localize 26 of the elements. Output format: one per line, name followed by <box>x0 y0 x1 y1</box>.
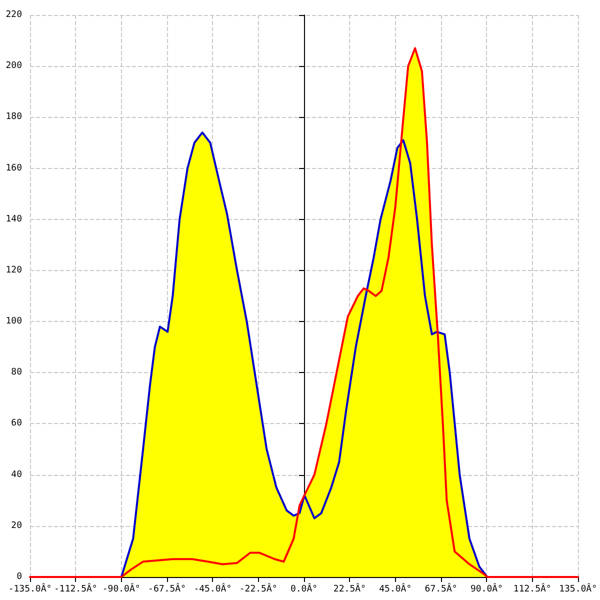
x-tick-label: 90.0Â° <box>470 582 503 594</box>
y-tick-label: 20 <box>11 520 22 531</box>
x-tick-label: 112.5Â° <box>513 582 552 594</box>
y-tick-label: 60 <box>11 418 22 429</box>
x-tick-label: 0.0Â° <box>290 582 318 594</box>
y-tick-label: 160 <box>6 163 22 174</box>
y-tick-label: 120 <box>6 265 22 276</box>
x-tick-label: -90.0Â° <box>102 582 140 594</box>
x-tick-label: -135.0Â° <box>8 582 52 594</box>
y-tick-label: 180 <box>6 112 22 122</box>
x-tick-label: 67.5Â° <box>424 582 458 594</box>
line-series <box>120 132 488 578</box>
y-tick-label: 200 <box>6 61 22 72</box>
x-tick-label: -112.5Â° <box>54 582 98 594</box>
y-tick-label: 100 <box>6 316 22 327</box>
x-tick-label: 135.0Â° <box>559 582 598 594</box>
x-tick-label: -22.5Â° <box>239 582 278 594</box>
y-tick-label: 140 <box>6 214 22 224</box>
x-tick-label: -67.5Â° <box>148 582 186 594</box>
y-tick-label: 220 <box>6 10 22 20</box>
y-tick-label: 0 <box>16 572 22 582</box>
x-tick-label: 22.5Â° <box>333 582 366 594</box>
y-tick-label: 40 <box>11 470 22 480</box>
y-tick-label: 80 <box>11 368 22 378</box>
x-tick-label: 45.0Â° <box>379 582 412 594</box>
x-tick-label: -45.0Â° <box>194 582 232 594</box>
